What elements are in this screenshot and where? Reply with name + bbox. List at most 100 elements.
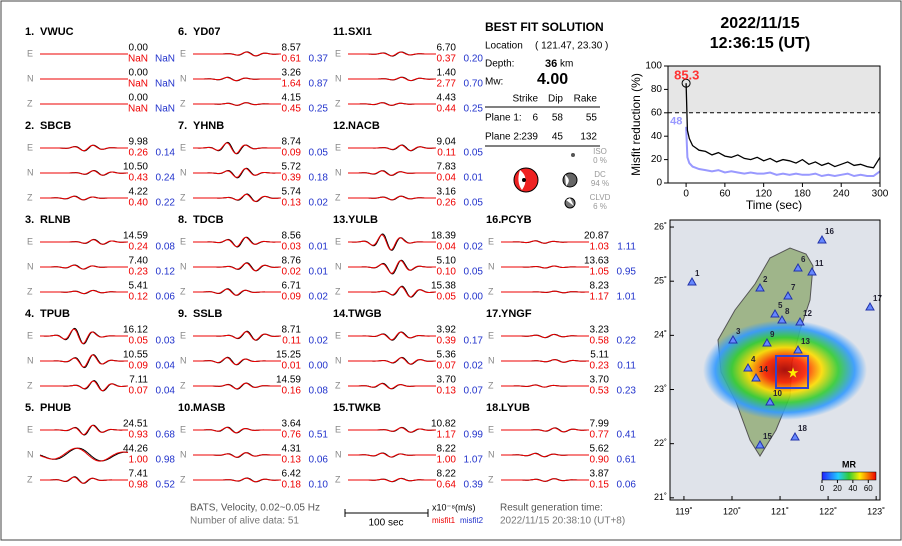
misfit1: 0.23 [129,267,149,278]
component: N [335,355,342,365]
amplitude: 14.59 [276,375,301,386]
best-marker [681,78,691,88]
misfit1: 0.13 [282,455,302,466]
misfit1: 0.24 [129,242,149,253]
misfit1: 1.17 [590,292,610,303]
plane-value: 45 [552,132,564,143]
waveform-synthetic [348,195,436,201]
misfit1: 0.11 [437,148,456,159]
station-code: YNGF [501,308,532,320]
misfit2: 0.00 [309,361,329,372]
misfit2: 0.01 [309,242,329,253]
y-tick-label: 20 [651,154,663,165]
misfit1: NaN [128,79,148,90]
misfit1: 0.04 [437,242,457,253]
misfit2: 0.41 [617,430,637,441]
station-number: 14. [333,308,348,320]
solution-title: BEST FIT SOLUTION [485,20,604,34]
misfit1: 0.07 [129,386,149,397]
component: E [180,142,186,152]
station-code: NACB [348,120,380,132]
amplitude: 10.50 [123,162,148,173]
component: N [180,449,187,459]
station-number: 4. [25,308,34,320]
waveform-synthetic [40,424,128,436]
misfit1: 0.16 [282,386,302,397]
station-marker [817,234,827,244]
misfit2: 1.07 [464,455,484,466]
misfit1: 0.23 [590,361,610,372]
station-code: LYUB [501,402,530,414]
component: E [27,330,33,340]
waveform-synthetic [348,260,436,274]
beachball-nodal [518,170,526,190]
waveform-synthetic [193,193,281,202]
station-marker [783,290,793,300]
station-code: YULB [348,214,378,226]
plot-frame [667,65,881,184]
station-label: 13 [801,337,810,346]
component: N [488,355,495,365]
station-marker [755,282,765,292]
epicenter: ★ [787,365,800,381]
map-x-tick-label: 121˚ [771,506,789,516]
x-tick-label: 60 [719,189,731,200]
amplitude: 10.55 [123,350,148,361]
misfit1: NaN [128,54,148,65]
misfit2: 0.99 [464,430,484,441]
station-marker [770,308,780,318]
misfit2: 0.05 [464,267,484,278]
misfit2: 0.02 [309,336,329,347]
component: Z [335,286,341,296]
misfit1: 0.11 [282,336,301,347]
y-tick-label: 100 [645,61,662,72]
waveform-synthetic [501,427,589,433]
station-number: 17. [486,308,501,320]
misfit1: 0.53 [590,386,610,397]
x-tick-label: 120 [755,189,772,200]
amplitude: 3.64 [282,419,302,430]
map-frame [669,219,881,501]
map-y-tick-label: 21˚ [654,492,667,502]
misfit2: NaN [155,79,175,90]
component-percent: 6 % [593,202,607,211]
waveform-synthetic [193,331,281,341]
component: E [488,330,494,340]
station-marker [728,334,738,344]
station-code: SXI1 [348,26,372,38]
amplitude: 5.36 [437,350,457,361]
amplitude: 9.98 [129,137,149,148]
misfit2: 0.06 [309,455,329,466]
plane-value: 132 [580,132,597,143]
waveform-synthetic [193,142,281,155]
map-x-tick-label: 119˚ [675,506,692,516]
misfit1: 1.00 [437,455,457,466]
waveform-synthetic [193,427,281,434]
component: N [335,449,342,459]
station-marker [793,344,803,354]
column-header: Dip [548,94,563,105]
amplitude: 3.70 [590,375,610,386]
map-y-tick-label: 25˚ [654,276,667,286]
misfit2: 0.95 [617,267,637,278]
amplitude: 8.22 [437,469,457,480]
component: E [335,236,341,246]
misfit2: 0.02 [309,198,329,209]
misfit1: 0.44 [437,104,457,115]
amplitude: 3.23 [590,325,610,336]
component: Z [27,380,33,390]
series-line [685,83,881,169]
x-tick-label: 0 [683,189,689,200]
misfit2: 1.01 [617,292,637,303]
waveform-synthetic [348,478,436,482]
component: E [335,330,341,340]
misfit2: 0.02 [464,361,484,372]
station-label: 1 [695,269,700,278]
x-tick-label: 180 [794,189,811,200]
station-marker [795,316,805,326]
component: Z [180,474,186,484]
waveform-synthetic [501,478,589,482]
station-number: 18. [486,402,501,414]
waveform-synthetic [501,359,589,363]
amplitude: 1.40 [437,68,457,79]
